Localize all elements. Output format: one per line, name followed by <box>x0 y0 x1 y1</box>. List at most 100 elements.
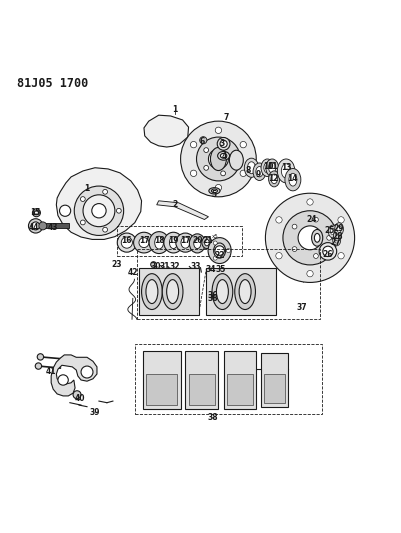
Text: 33: 33 <box>190 262 201 271</box>
Text: 2: 2 <box>172 200 177 209</box>
Circle shape <box>32 222 40 230</box>
Bar <box>143 351 180 409</box>
Ellipse shape <box>212 273 233 310</box>
Text: 14: 14 <box>287 174 297 183</box>
Text: 3: 3 <box>220 139 225 148</box>
Bar <box>139 268 198 315</box>
Circle shape <box>103 189 107 194</box>
Bar <box>146 374 177 406</box>
Ellipse shape <box>189 234 205 253</box>
Ellipse shape <box>336 232 340 238</box>
Text: 17: 17 <box>180 236 191 245</box>
Ellipse shape <box>221 154 227 158</box>
Ellipse shape <box>162 273 183 310</box>
Ellipse shape <box>247 162 255 174</box>
Circle shape <box>276 253 282 259</box>
Circle shape <box>190 141 197 148</box>
Circle shape <box>209 149 229 169</box>
Text: 36: 36 <box>207 290 218 300</box>
Text: 13: 13 <box>281 163 292 172</box>
Ellipse shape <box>32 209 41 217</box>
Text: 15: 15 <box>30 208 41 217</box>
Ellipse shape <box>335 237 339 243</box>
Ellipse shape <box>205 239 209 246</box>
Polygon shape <box>144 115 188 147</box>
Text: 28: 28 <box>332 232 343 241</box>
Text: 40: 40 <box>74 394 85 403</box>
Text: 6: 6 <box>200 136 205 146</box>
Ellipse shape <box>335 223 344 236</box>
Ellipse shape <box>211 148 227 171</box>
Circle shape <box>307 199 313 205</box>
Text: 17: 17 <box>140 236 150 245</box>
Circle shape <box>116 208 121 213</box>
Ellipse shape <box>209 188 220 194</box>
Ellipse shape <box>330 228 335 235</box>
Circle shape <box>314 254 318 259</box>
Text: 11: 11 <box>267 163 277 172</box>
Circle shape <box>319 243 337 260</box>
Ellipse shape <box>217 138 230 150</box>
Text: x5: x5 <box>212 235 219 239</box>
Circle shape <box>204 148 209 152</box>
Ellipse shape <box>235 273 255 310</box>
Text: 37: 37 <box>297 303 307 312</box>
Text: 18: 18 <box>154 236 165 245</box>
Ellipse shape <box>146 280 158 303</box>
Circle shape <box>215 127 222 133</box>
Polygon shape <box>157 201 209 220</box>
Ellipse shape <box>333 235 341 246</box>
Circle shape <box>81 197 85 201</box>
Ellipse shape <box>277 159 295 183</box>
Circle shape <box>213 241 217 245</box>
Ellipse shape <box>170 237 177 248</box>
Ellipse shape <box>253 163 266 181</box>
Circle shape <box>213 256 217 260</box>
Polygon shape <box>57 168 142 239</box>
Text: 12: 12 <box>268 174 278 183</box>
Text: 41: 41 <box>46 367 57 376</box>
Text: 4: 4 <box>222 152 227 161</box>
Bar <box>207 268 276 315</box>
Circle shape <box>323 246 333 256</box>
Ellipse shape <box>261 159 274 176</box>
Circle shape <box>240 170 247 176</box>
Circle shape <box>276 217 282 223</box>
Text: 9: 9 <box>255 171 261 180</box>
Ellipse shape <box>312 230 323 246</box>
Bar <box>227 374 253 406</box>
Ellipse shape <box>239 280 251 303</box>
Ellipse shape <box>167 280 178 303</box>
Circle shape <box>292 224 297 229</box>
Ellipse shape <box>208 238 231 263</box>
Circle shape <box>151 262 156 267</box>
Circle shape <box>221 142 225 147</box>
Bar <box>264 374 285 403</box>
Text: 1: 1 <box>172 104 177 114</box>
Text: 44: 44 <box>29 223 39 232</box>
Text: 39: 39 <box>90 408 100 417</box>
Circle shape <box>74 186 124 236</box>
Circle shape <box>81 366 93 378</box>
Ellipse shape <box>229 150 243 170</box>
Ellipse shape <box>34 211 38 215</box>
Text: 22: 22 <box>215 251 225 260</box>
Bar <box>185 351 218 409</box>
Circle shape <box>338 253 344 259</box>
Text: 31: 31 <box>160 262 170 271</box>
Text: 36: 36 <box>207 294 218 303</box>
Circle shape <box>59 205 71 216</box>
Text: 43: 43 <box>48 223 59 232</box>
Text: 19: 19 <box>168 236 179 245</box>
Circle shape <box>28 219 43 233</box>
Circle shape <box>215 246 225 255</box>
Circle shape <box>227 248 230 253</box>
Text: 38: 38 <box>207 413 218 422</box>
Text: 20: 20 <box>193 236 203 245</box>
Text: 21: 21 <box>203 236 213 245</box>
Ellipse shape <box>285 168 301 191</box>
Circle shape <box>221 171 225 176</box>
Circle shape <box>103 227 107 232</box>
Text: 25: 25 <box>325 226 335 235</box>
Circle shape <box>190 170 197 176</box>
